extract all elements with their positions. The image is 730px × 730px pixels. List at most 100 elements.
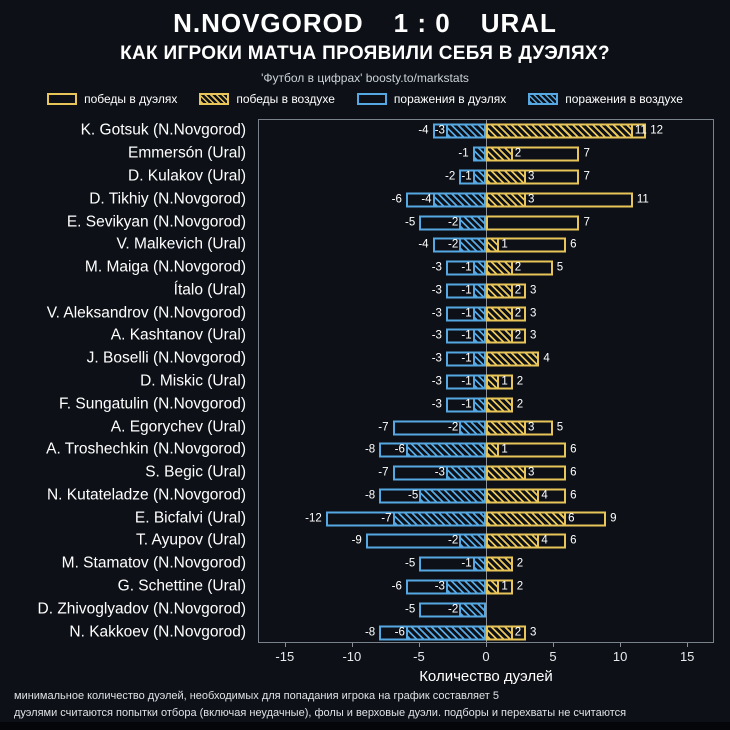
player-row: -8 -6 6 1 — [259, 439, 713, 462]
loss-air-bar — [472, 169, 486, 185]
win-total-label: 3 — [530, 306, 537, 319]
player-row: -5 -1 2 — [259, 553, 713, 576]
win-air-bar — [486, 533, 540, 549]
plot-area: -4 -3 12 11 -1 7 2 -2 -1 7 3 -6 -4 11 3 -5 -2 7 -4 -2 6 1 -3 -1… — [258, 119, 714, 643]
x-tick-label: 5 — [549, 649, 557, 664]
x-tick-mark — [553, 643, 555, 647]
win-air-bar — [486, 351, 540, 367]
loss-total-label: -5 — [405, 603, 416, 616]
win-air-bar — [486, 579, 500, 595]
win-total-label: 2 — [516, 580, 524, 593]
loss-air-bar — [445, 465, 486, 481]
loss-air-bar — [459, 533, 486, 549]
loss-total-label: -3 — [431, 284, 442, 297]
win-total-label: 6 — [570, 489, 577, 502]
x-tick-mark — [620, 643, 622, 647]
win-total-label: 5 — [556, 420, 564, 433]
player-name: E. Bicfalvi (Ural) — [134, 508, 246, 526]
win-total-label: 9 — [610, 511, 617, 524]
loss-air-swatch — [528, 93, 559, 105]
player-name: N. Kakkoev (N.Novgorod) — [69, 622, 246, 640]
x-tick-mark — [284, 643, 286, 647]
player-row: -3 -1 5 2 — [259, 257, 713, 280]
player-name: M. Stamatov (N.Novgorod) — [61, 554, 246, 572]
player-name: D. Zhivoglyadov (N.Novgorod) — [37, 600, 246, 618]
x-tick-label: 10 — [612, 649, 628, 664]
match-score: 1 : 0 — [393, 8, 451, 38]
win-air-bar — [486, 283, 513, 299]
loss-total-label: -7 — [378, 466, 389, 479]
loss-air-label: -2 — [448, 603, 459, 616]
legend-label: победы в дуэлях — [84, 92, 178, 106]
loss-air-label: -5 — [408, 489, 419, 502]
win-air-label: 3 — [528, 466, 535, 479]
win-air-bar — [486, 169, 527, 185]
win-air-bar — [486, 123, 633, 139]
player-row: -7 -3 6 3 — [259, 462, 713, 485]
player-names-column: K. Gotsuk (N.Novgorod) Emmersón (Ural) D. … — [0, 119, 250, 643]
win-air-label: 2 — [514, 261, 522, 274]
player-row: -2 -1 7 3 — [259, 166, 713, 189]
loss-air-bar — [472, 146, 486, 162]
win-air-bar — [486, 465, 527, 481]
loss-air-label: -3 — [434, 124, 445, 137]
player-row: -3 -1 2 1 — [259, 371, 713, 394]
win-total-label: 7 — [583, 170, 590, 183]
loss-air-bar — [459, 215, 486, 231]
player-name: V. Aleksandrov (N.Novgorod) — [46, 303, 246, 321]
loss-total-label: -3 — [431, 261, 442, 274]
player-row: -6 -3 2 1 — [259, 576, 713, 599]
win-total-label: 6 — [570, 238, 577, 251]
win-total-label: 5 — [556, 261, 564, 274]
loss-air-bar — [459, 420, 486, 436]
loss-air-bar — [405, 625, 486, 641]
win-air-swatch — [199, 93, 230, 105]
loss-total-label: -4 — [418, 124, 429, 137]
match-title: N.NOVGOROD 1 : 0 URAL — [0, 8, 730, 39]
player-row: -3 -1 3 2 — [259, 279, 713, 302]
loss-air-label: -1 — [461, 261, 472, 274]
legend-item-loss-air: поражения в воздухе — [528, 92, 683, 106]
win-air-label: 2 — [514, 147, 522, 160]
legend-item-win-air: победы в воздухе — [199, 92, 335, 106]
win-air-bar — [486, 556, 513, 572]
win-air-label: 2 — [514, 625, 522, 638]
loss-total-label: -4 — [418, 238, 429, 251]
win-total-label: 3 — [530, 329, 537, 342]
loss-air-label: -2 — [448, 238, 459, 251]
player-name: F. Sungatulin (N.Novgorod) — [59, 395, 246, 413]
loss-air-bar — [459, 237, 486, 253]
win-air-label: 2 — [514, 306, 522, 319]
footnote-2: дуэлями считаются попытки отбора (включа… — [14, 706, 627, 719]
player-name: Ítalo (Ural) — [173, 281, 246, 299]
loss-air-bar — [472, 328, 486, 344]
loss-total-label: -8 — [364, 625, 376, 638]
loss-total-label: -1 — [458, 147, 469, 160]
win-total-label: 6 — [570, 443, 577, 456]
loss-total-label: -12 — [305, 511, 322, 524]
duel-chart: K. Gotsuk (N.Novgorod) Emmersón (Ural) D. … — [0, 119, 730, 694]
loss-total-label: -6 — [391, 192, 402, 205]
player-row: -8 -5 6 4 — [259, 485, 713, 508]
player-row: -5 -2 — [259, 598, 713, 621]
loss-total-label: -3 — [431, 329, 442, 342]
win-air-bar — [486, 146, 513, 162]
loss-total-label: -3 — [431, 398, 442, 411]
x-tick-mark — [351, 643, 353, 647]
home-team-name: N.NOVGOROD — [173, 8, 364, 38]
loss-air-bar — [459, 602, 486, 618]
loss-total-label: -5 — [405, 557, 416, 570]
x-tick-label: 0 — [482, 649, 490, 664]
loss-air-bar — [405, 442, 486, 458]
player-row: -5 -2 7 — [259, 211, 713, 234]
loss-air-label: -1 — [461, 170, 472, 183]
loss-air-label: -1 — [461, 375, 472, 388]
win-total-label: 7 — [583, 147, 590, 160]
bottom-border — [0, 722, 730, 730]
loss-air-label: -3 — [434, 466, 445, 479]
win-duels-swatch — [47, 93, 78, 105]
player-row: -7 -2 5 3 — [259, 416, 713, 439]
win-total-label: 6 — [570, 534, 577, 547]
win-air-bar — [486, 625, 513, 641]
x-tick-label: -15 — [275, 649, 295, 664]
